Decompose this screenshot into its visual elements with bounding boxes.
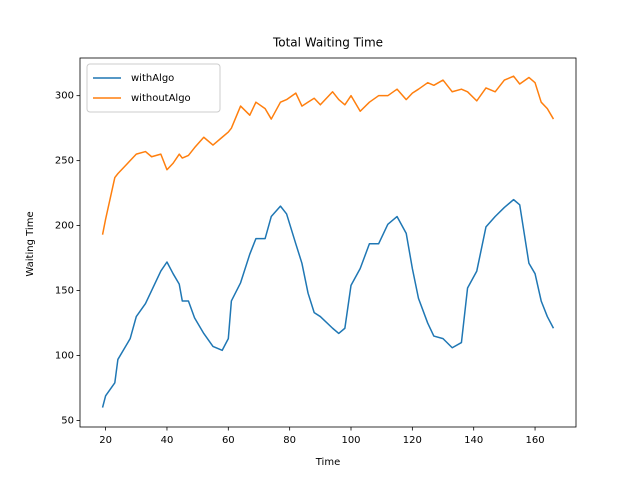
x-tick-label: 160 bbox=[526, 435, 545, 446]
y-tick-label: 50 bbox=[61, 416, 74, 427]
legend-label: withoutAlgo bbox=[131, 93, 191, 104]
y-tick-label: 150 bbox=[55, 286, 74, 297]
legend-box bbox=[86, 63, 221, 113]
line bbox=[101, 198, 555, 408]
y-tick-label: 200 bbox=[55, 221, 74, 232]
y-axis-label: Waiting Time bbox=[25, 211, 36, 276]
y-tick-label: 250 bbox=[55, 156, 74, 167]
x-axis-label: Time bbox=[315, 457, 340, 468]
chart-title: Total Waiting Time bbox=[272, 36, 383, 50]
line bbox=[101, 75, 555, 235]
x-tick-label: 80 bbox=[283, 435, 296, 446]
y-tick-label: 300 bbox=[55, 91, 74, 102]
x-tick-label: 20 bbox=[99, 435, 112, 446]
legend: withAlgo withoutAlgo bbox=[86, 63, 221, 113]
x-tick-label: 140 bbox=[464, 435, 483, 446]
legend-label: withAlgo bbox=[131, 73, 174, 84]
y-tick-label: 100 bbox=[55, 351, 74, 362]
x-tick-label: 120 bbox=[403, 435, 422, 446]
x-tick-label: 100 bbox=[341, 435, 360, 446]
plot-frame bbox=[79, 57, 577, 428]
x-tick-label: 60 bbox=[222, 435, 235, 446]
x-tick-label: 40 bbox=[161, 435, 174, 446]
